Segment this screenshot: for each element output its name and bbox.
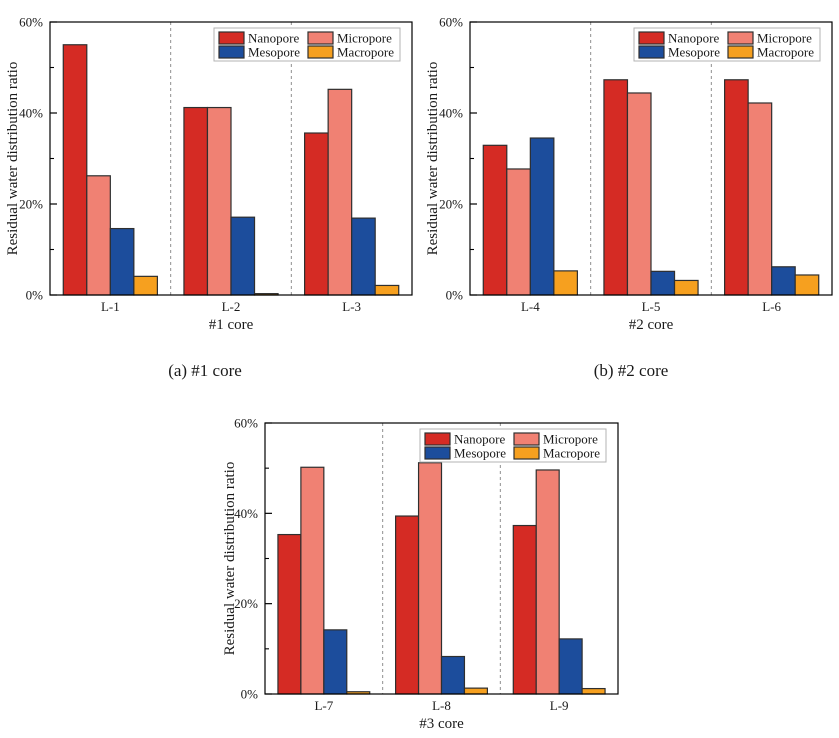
bar-mesopore-l-8 — [440, 655, 466, 695]
bar-micropore-l-8 — [417, 462, 443, 695]
bar-mesopore-l-4 — [529, 137, 555, 296]
bar-macropore-l-6 — [794, 274, 820, 296]
bar-mesopore-l-7 — [323, 629, 348, 695]
y-tick-label: 40% — [439, 106, 463, 121]
legend-label-mesopore: Mesopore — [248, 45, 300, 60]
bar-macropore-l-1 — [133, 275, 158, 296]
legend-swatch-nanopore — [424, 432, 451, 446]
legend-swatch-nanopore — [638, 31, 665, 45]
caption-subfigure-b: (b) #2 core — [593, 361, 669, 380]
bar-mesopore-l-2 — [230, 216, 256, 296]
bar-macropore-l-9 — [581, 687, 606, 695]
y-tick-label: 20% — [234, 596, 258, 611]
legend-label-macropore: Macropore — [337, 45, 394, 60]
legend-swatch-mesopore — [218, 45, 245, 59]
bar-nanopore-l-5 — [603, 79, 629, 296]
bar-micropore-l-3 — [327, 88, 353, 296]
y-tick-label: 20% — [19, 197, 43, 212]
legend-swatch-macropore — [307, 45, 334, 59]
x-tick-label: L-9 — [550, 698, 569, 713]
bar-nanopore-l-2 — [183, 106, 209, 296]
x-axis-title: #3 core — [419, 716, 464, 732]
bar-micropore-l-4 — [506, 168, 531, 296]
bar-macropore-l-8 — [463, 687, 488, 695]
legend-swatch-mesopore — [424, 446, 451, 460]
chart-core-3: L-7 L-8 L-9 0% 20% 40% 60% Residual water distr… — [222, 416, 619, 732]
bar-macropore-l-4 — [553, 270, 578, 296]
y-tick-label: 60% — [234, 416, 258, 431]
bar-micropore-l-5 — [626, 92, 652, 296]
x-tick-label: L-8 — [432, 698, 451, 713]
legend-box — [633, 27, 821, 62]
x-axis-title: #1 core — [209, 317, 254, 333]
legend-swatch-mesopore — [638, 45, 665, 59]
y-axis-title: Residual water distribution ratio — [5, 62, 21, 256]
y-tick-label: 40% — [19, 106, 43, 121]
bar-mesopore-l-5 — [650, 270, 676, 296]
bar-micropore-l-1 — [86, 175, 111, 296]
legend-swatch-micropore — [727, 31, 754, 45]
legend-label-nanopore: Nanopore — [454, 432, 505, 447]
legend-swatch-nanopore — [218, 31, 245, 45]
legend-label-nanopore: Nanopore — [668, 31, 719, 46]
bar-mesopore-l-3 — [351, 217, 376, 296]
legend-label-mesopore: Mesopore — [668, 45, 720, 60]
bar-macropore-l-5 — [673, 279, 699, 296]
bar-micropore-l-9 — [535, 469, 560, 695]
legend-label-micropore: Micropore — [337, 31, 392, 46]
bar-mesopore-l-1 — [109, 227, 135, 296]
bar-nanopore-l-3 — [304, 132, 329, 296]
legend-label-micropore: Micropore — [757, 31, 812, 46]
y-tick-label: 0% — [26, 288, 44, 303]
legend-box — [213, 27, 401, 62]
caption-subfigure-a: (a) #1 core — [168, 361, 242, 380]
bar-nanopore-l-4 — [482, 144, 508, 296]
y-axis-title: Residual water distribution ratio — [222, 462, 238, 656]
y-tick-label: 20% — [439, 197, 463, 212]
x-tick-label: L-4 — [521, 299, 540, 314]
legend-label-nanopore: Nanopore — [248, 31, 299, 46]
bar-micropore-l-7 — [300, 466, 325, 695]
bar-macropore-l-3 — [374, 284, 400, 296]
y-tick-label: 60% — [439, 15, 463, 30]
legend-label-micropore: Micropore — [543, 432, 598, 447]
bar-mesopore-l-6 — [771, 266, 796, 296]
legend-swatch-macropore — [727, 45, 754, 59]
legend-swatch-micropore — [307, 31, 334, 45]
x-tick-label: L-1 — [101, 299, 120, 314]
legend-box — [419, 428, 607, 463]
x-tick-label: L-5 — [642, 299, 661, 314]
legend-swatch-macropore — [513, 446, 540, 460]
legend-label-macropore: Macropore — [757, 45, 814, 60]
bar-nanopore-l-8 — [395, 515, 420, 695]
x-tick-label: L-6 — [762, 299, 781, 314]
y-tick-label: 40% — [234, 506, 258, 521]
x-tick-label: L-7 — [314, 698, 333, 713]
x-tick-label: L-2 — [222, 299, 241, 314]
y-axis-title: Residual water distribution ratio — [425, 62, 441, 256]
x-axis-title: #2 core — [629, 317, 674, 333]
bar-micropore-l-2 — [206, 106, 232, 296]
bar-mesopore-l-9 — [558, 638, 583, 695]
y-tick-label: 0% — [241, 687, 259, 702]
x-tick-label: L-3 — [342, 299, 361, 314]
bar-nanopore-l-9 — [512, 524, 537, 695]
legend-label-mesopore: Mesopore — [454, 446, 506, 461]
legend-label-macropore: Macropore — [543, 446, 600, 461]
bar-nanopore-l-1 — [62, 44, 88, 296]
legend-swatch-micropore — [513, 432, 540, 446]
bar-nanopore-l-7 — [277, 533, 302, 695]
y-tick-label: 0% — [446, 288, 464, 303]
y-tick-label: 60% — [19, 15, 43, 30]
chart-core-2: L-4 L-5 L-6 0% 20% 40% 60% Residual water distr… — [425, 15, 833, 333]
chart-core-1: L-1 L-2 L-3 0% 20% 40% 60% Residual water distr… — [5, 15, 413, 333]
bar-micropore-l-6 — [747, 102, 773, 296]
bar-nanopore-l-6 — [724, 79, 749, 296]
